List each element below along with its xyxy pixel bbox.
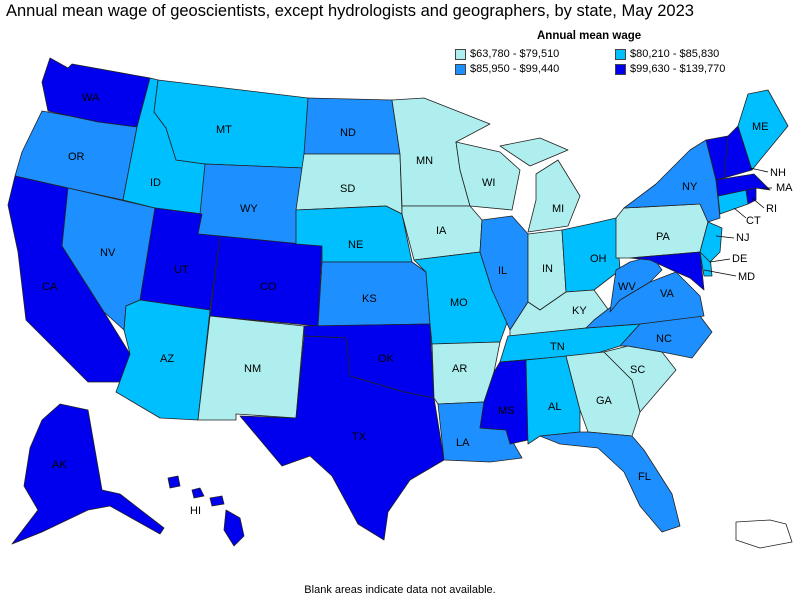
label-ct: CT <box>746 215 761 227</box>
legend-swatch <box>455 48 466 60</box>
label-co: CO <box>260 281 277 293</box>
state-wi[interactable] <box>455 141 521 211</box>
label-nc: NC <box>656 333 672 345</box>
label-ak: AK <box>52 459 67 471</box>
state-mi[interactable] <box>499 137 581 233</box>
label-nv: NV <box>100 247 116 259</box>
label-sd: SD <box>340 183 355 195</box>
label-md: MD <box>738 271 755 283</box>
label-ca: CA <box>42 281 58 293</box>
label-mi: MI <box>552 203 564 215</box>
label-al: AL <box>548 401 561 413</box>
label-or: OR <box>68 151 85 163</box>
label-nd: ND <box>340 127 356 139</box>
label-ut: UT <box>174 264 189 276</box>
label-ga: GA <box>596 395 613 407</box>
label-az: AZ <box>160 353 174 365</box>
legend-swatch <box>615 63 626 75</box>
legend-item-bin3: $85,950 - $99,440 <box>455 63 615 75</box>
label-pa: PA <box>656 231 671 243</box>
legend-swatch <box>615 48 626 60</box>
label-leader-lines <box>703 167 772 277</box>
legend-swatch <box>455 63 466 75</box>
label-id: ID <box>150 177 161 189</box>
state-nd[interactable] <box>303 97 401 155</box>
label-ma: MA <box>776 182 793 194</box>
label-ky: KY <box>572 305 587 317</box>
state-fl[interactable] <box>539 431 681 533</box>
label-wi: WI <box>482 177 495 189</box>
label-me: ME <box>752 121 769 133</box>
legend-range: $80,210 - $85,830 <box>630 48 720 60</box>
legend-range: $63,780 - $79,510 <box>470 48 560 60</box>
legend-item-bin1: $63,780 - $79,510 <box>455 48 615 60</box>
state-nj[interactable] <box>699 221 723 263</box>
label-ia: IA <box>436 225 447 237</box>
label-va: VA <box>660 288 675 300</box>
label-nj: NJ <box>736 232 749 244</box>
legend-range: $85,950 - $99,440 <box>470 63 560 75</box>
label-wa: WA <box>82 92 100 104</box>
state-hi[interactable] <box>167 475 245 547</box>
us-map: WA OR CA NV ID MT WY UT CO AZ NM ND SD N… <box>7 57 793 549</box>
legend-range: $99,630 - $139,770 <box>630 63 726 75</box>
label-hi: HI <box>190 505 201 517</box>
state-me[interactable] <box>737 89 789 171</box>
label-ne: NE <box>348 239 363 251</box>
legend-item-bin4: $99,630 - $139,770 <box>615 63 775 75</box>
label-tx: TX <box>352 431 367 443</box>
state-az[interactable] <box>115 299 211 421</box>
label-sc: SC <box>630 364 645 376</box>
label-mo: MO <box>450 297 468 309</box>
label-oh: OH <box>590 253 607 265</box>
label-ok: OK <box>378 353 395 365</box>
label-il: IL <box>498 265 507 277</box>
label-ny: NY <box>682 181 698 193</box>
label-nh: NH <box>770 167 786 179</box>
label-ri: RI <box>766 203 777 215</box>
label-ms: MS <box>498 405 515 417</box>
map-title: Annual mean wage of geoscientists, excep… <box>6 2 694 20</box>
label-fl: FL <box>638 471 651 483</box>
label-ar: AR <box>452 363 467 375</box>
label-la: LA <box>456 437 470 449</box>
label-nm: NM <box>244 363 261 375</box>
label-mn: MN <box>416 155 433 167</box>
state-tx[interactable] <box>239 335 445 541</box>
territory-pr[interactable] <box>735 519 793 549</box>
legend-title: Annual mean wage <box>537 30 642 42</box>
label-ks: KS <box>362 293 377 305</box>
label-de: DE <box>732 253 747 265</box>
state-ak[interactable] <box>11 403 165 545</box>
legend: Annual mean wage $63,780 - $79,510 $80,2… <box>455 30 785 75</box>
state-ma[interactable] <box>715 173 771 197</box>
footer-note: Blank areas indicate data not available. <box>304 584 496 596</box>
label-tn: TN <box>550 341 565 353</box>
label-in: IN <box>542 263 553 275</box>
label-wv: WV <box>618 281 636 293</box>
legend-item-bin2: $80,210 - $85,830 <box>615 48 775 60</box>
state-ri[interactable] <box>745 187 757 205</box>
label-mt: MT <box>216 124 232 136</box>
label-wy: WY <box>240 203 258 215</box>
